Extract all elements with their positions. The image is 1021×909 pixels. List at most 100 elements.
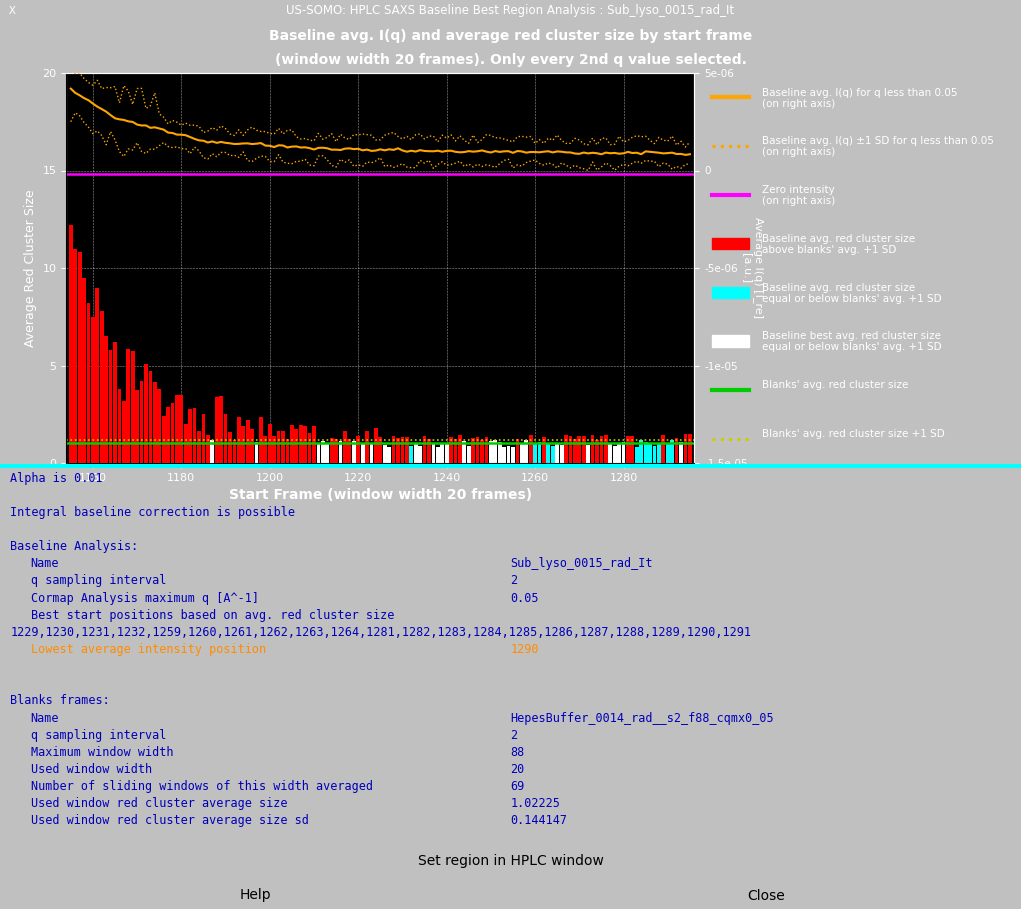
Bar — [87, 303, 90, 463]
Bar — [68, 225, 72, 463]
Text: 1290: 1290 — [510, 643, 539, 656]
Bar — [286, 439, 289, 463]
Bar — [290, 425, 294, 463]
Bar — [405, 437, 408, 463]
Bar — [586, 445, 590, 463]
Bar — [666, 443, 670, 463]
Text: Sub_lyso_0015_rad_It: Sub_lyso_0015_rad_It — [510, 557, 653, 570]
Bar — [277, 432, 281, 463]
Text: Alpha is 0.01: Alpha is 0.01 — [10, 472, 103, 484]
Bar — [604, 435, 607, 463]
Bar — [175, 395, 179, 463]
Bar — [449, 437, 453, 463]
Bar — [520, 443, 524, 463]
Bar — [591, 435, 594, 463]
Text: (on right axis): (on right axis) — [762, 98, 835, 108]
Text: Maximum window width: Maximum window width — [31, 746, 174, 759]
Text: Used window width: Used window width — [31, 763, 152, 776]
Text: 1229,1230,1231,1232,1259,1260,1261,1262,1263,1264,1281,1282,1283,1284,1285,1286,: 1229,1230,1231,1232,1259,1260,1261,1262,… — [10, 626, 751, 639]
Bar — [595, 440, 599, 463]
Bar — [326, 445, 329, 463]
Text: Baseline best avg. red cluster size: Baseline best avg. red cluster size — [762, 332, 940, 342]
Bar — [440, 444, 444, 463]
Bar — [423, 435, 427, 463]
Bar — [91, 316, 95, 463]
Bar — [609, 443, 613, 463]
Bar — [582, 436, 586, 463]
Text: Used window red cluster average size sd: Used window red cluster average size sd — [31, 814, 308, 827]
Bar — [166, 407, 169, 463]
Bar — [502, 447, 506, 463]
Text: Used window red cluster average size: Used window red cluster average size — [31, 797, 287, 810]
Bar — [480, 440, 484, 463]
Bar — [626, 436, 630, 463]
Text: Help: Help — [240, 888, 271, 903]
Bar — [652, 445, 657, 463]
Text: 1.02225: 1.02225 — [510, 797, 561, 810]
Bar — [565, 435, 568, 463]
Bar — [100, 311, 103, 463]
Text: equal or below blanks' avg. +1 SD: equal or below blanks' avg. +1 SD — [762, 294, 941, 304]
Bar — [489, 441, 493, 463]
Bar — [356, 436, 360, 463]
Text: 88: 88 — [510, 746, 525, 759]
Y-axis label: Average Red Cluster Size: Average Red Cluster Size — [23, 189, 37, 347]
Bar — [117, 389, 121, 463]
Text: Lowest average intensity position: Lowest average intensity position — [31, 643, 265, 656]
Bar — [113, 342, 116, 463]
Bar — [546, 445, 550, 463]
Bar — [153, 382, 156, 463]
Bar — [712, 286, 749, 298]
Bar — [688, 435, 692, 463]
Bar — [569, 436, 573, 463]
Bar — [74, 248, 78, 463]
Bar — [648, 445, 652, 463]
Text: (on right axis): (on right axis) — [762, 196, 835, 206]
Bar — [108, 350, 112, 463]
Bar — [250, 429, 254, 463]
Bar — [144, 364, 148, 463]
Bar — [485, 437, 488, 463]
Bar — [400, 437, 404, 463]
Bar — [560, 445, 564, 463]
Text: 2: 2 — [510, 729, 518, 742]
Bar — [506, 446, 510, 463]
Bar — [95, 287, 99, 463]
Bar — [214, 397, 218, 463]
Bar — [679, 443, 683, 463]
Bar — [281, 431, 285, 463]
Bar — [171, 403, 175, 463]
Bar — [161, 415, 165, 463]
Bar — [206, 435, 209, 463]
Bar — [414, 443, 418, 463]
Bar — [193, 408, 196, 463]
Text: q sampling interval: q sampling interval — [31, 729, 166, 742]
Text: Cormap Analysis maximum q [A^-1]: Cormap Analysis maximum q [A^-1] — [31, 592, 258, 604]
Bar — [224, 415, 228, 463]
Bar — [135, 390, 139, 463]
Text: Best start positions based on avg. red cluster size: Best start positions based on avg. red c… — [31, 609, 394, 622]
Bar — [662, 435, 666, 463]
Bar — [419, 445, 422, 463]
Bar — [467, 445, 471, 463]
Bar — [131, 351, 135, 463]
Text: Blanks' avg. red cluster size: Blanks' avg. red cluster size — [762, 380, 908, 390]
Bar — [374, 428, 378, 463]
Bar — [622, 442, 626, 463]
Bar — [201, 414, 205, 463]
Text: (window width 20 frames). Only every 2nd q value selected.: (window width 20 frames). Only every 2nd… — [275, 53, 746, 66]
Bar — [516, 439, 520, 463]
Y-axis label: Average I(q) [I_re]
[a.u.]: Average I(q) [I_re] [a.u.] — [742, 217, 765, 318]
Bar — [599, 436, 603, 463]
Text: 69: 69 — [510, 780, 525, 794]
Bar — [127, 349, 130, 463]
Bar — [427, 439, 431, 463]
Bar — [445, 443, 448, 463]
Bar — [383, 445, 387, 463]
Bar — [387, 447, 391, 463]
Bar — [312, 425, 315, 463]
Bar — [121, 401, 126, 463]
Bar — [334, 439, 338, 463]
Bar — [432, 443, 435, 463]
Bar — [542, 437, 546, 463]
